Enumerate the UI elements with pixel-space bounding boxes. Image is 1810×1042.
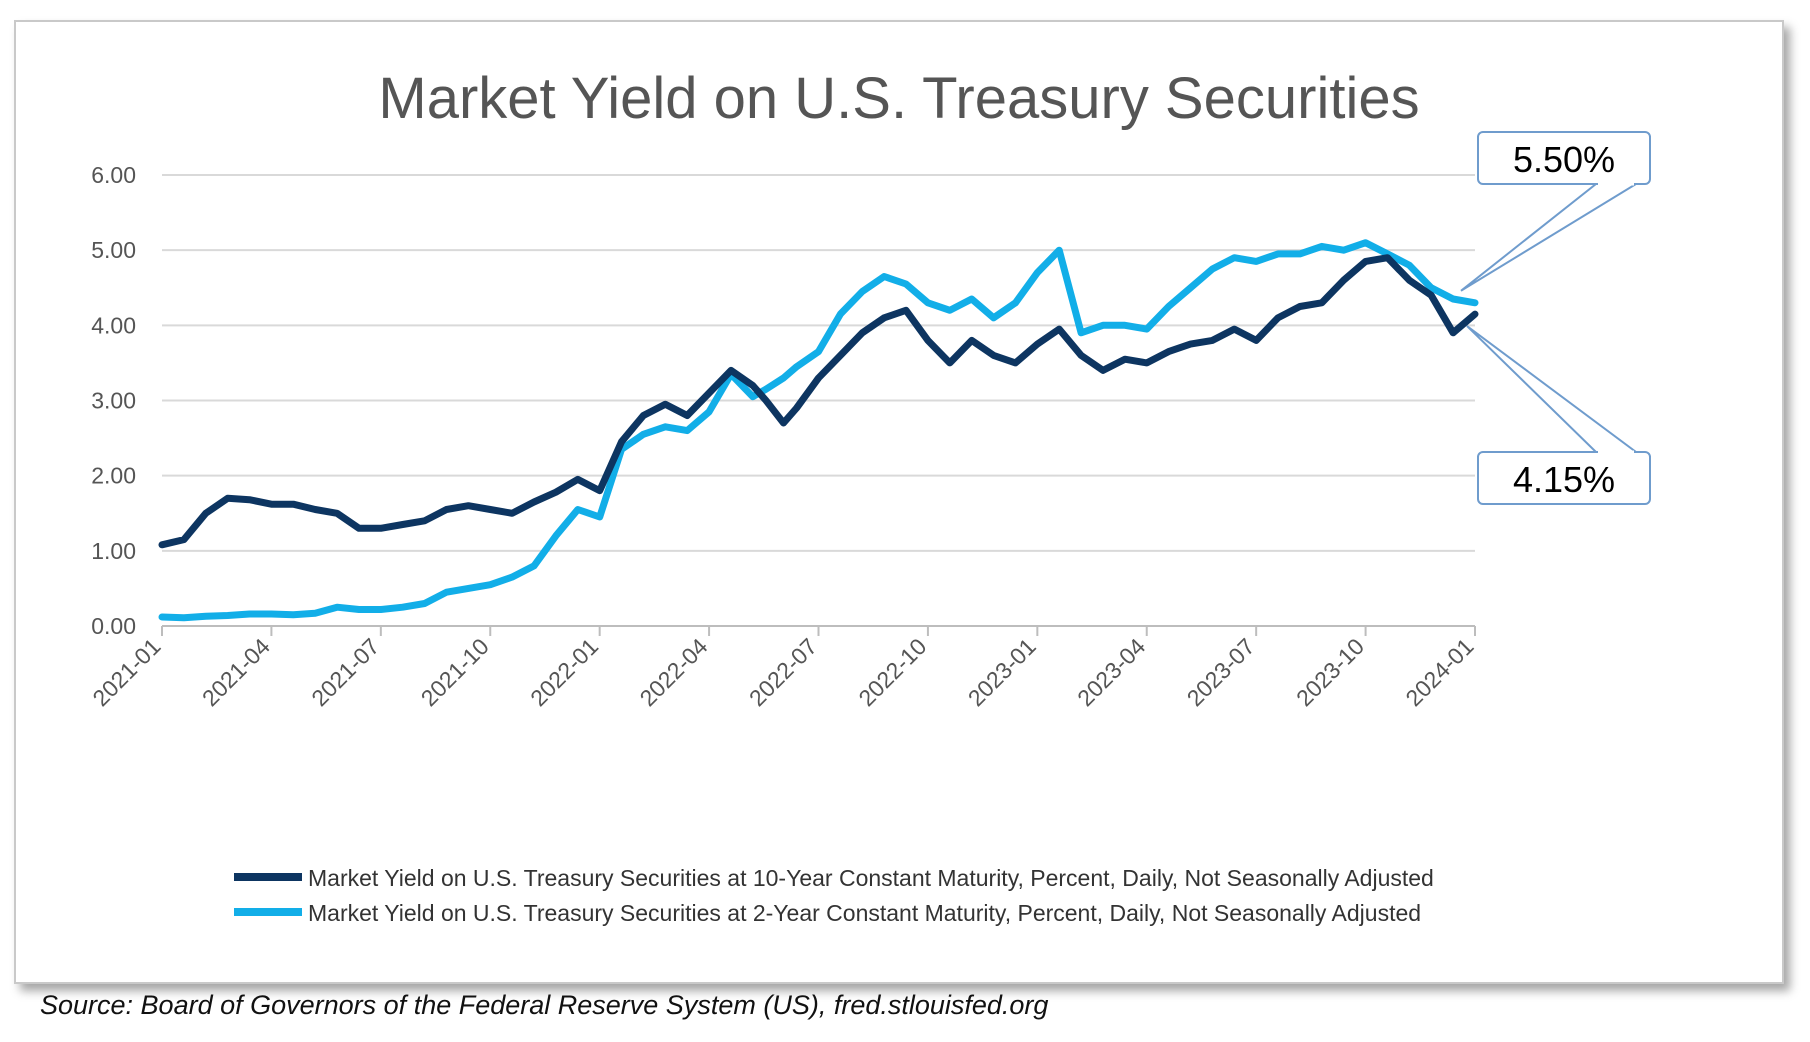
chart: Market Yield on U.S. Treasury Securities… (87, 66, 1651, 926)
y-tick-label: 2.00 (91, 463, 136, 489)
annotation-box-top (1477, 131, 1651, 185)
y-axis-ticks: 0.00 1.00 2.00 3.00 4.00 5.00 6.00 (91, 162, 136, 639)
y-tick-label: 1.00 (91, 538, 136, 564)
annotation-label-top: 5.50% (1513, 139, 1615, 180)
series-line-10yr (158, 254, 1479, 549)
x-tick-label: 2021-04 (197, 633, 275, 711)
x-tick-label: 2021-01 (87, 633, 165, 711)
y-tick-label: 3.00 (91, 388, 136, 414)
x-tick-label: 2022-01 (525, 633, 603, 711)
series-lines (158, 239, 1479, 622)
annotation-label-bottom: 4.15% (1513, 459, 1615, 500)
chart-title: Market Yield on U.S. Treasury Securities (378, 66, 1419, 131)
x-tick-label: 2022-07 (744, 633, 822, 711)
series-line-2yr (158, 239, 1479, 622)
x-tick-label: 2022-04 (635, 633, 713, 711)
y-tick-label: 0.00 (91, 613, 136, 639)
x-tick-label: 2021-07 (306, 633, 384, 711)
x-tick-label: 2023-07 (1182, 633, 1260, 711)
legend-label-2yr: Market Yield on U.S. Treasury Securities… (308, 900, 1421, 926)
annotation-pointer-bottom (1466, 325, 1640, 453)
annotations: 5.50% 4.15% (1460, 131, 1651, 505)
y-tick-label: 5.00 (91, 237, 136, 263)
x-tick-label: 2024-01 (1400, 633, 1478, 711)
legend: Market Yield on U.S. Treasury Securities… (234, 865, 1434, 926)
x-tick-label: 2023-10 (1291, 633, 1369, 711)
x-axis-ticks: 2021-01 2021-04 2021-07 2021-10 2022-01 2022-… (87, 626, 1479, 711)
x-tick-label: 2023-01 (963, 633, 1041, 711)
source-note: Source: Board of Governors of the Federa… (40, 990, 1049, 1020)
y-tick-label: 6.00 (91, 162, 136, 188)
x-tick-label: 2021-10 (416, 633, 494, 711)
annotation-box-bottom (1477, 451, 1651, 505)
legend-label-10yr: Market Yield on U.S. Treasury Securities… (308, 865, 1434, 891)
x-tick-label: 2022-10 (853, 633, 931, 711)
y-tick-label: 4.00 (91, 312, 136, 338)
grid-lines (162, 174, 1475, 627)
annotation-pointer-top (1460, 183, 1640, 292)
chart-frame: Market Yield on U.S. Treasury Securities… (14, 20, 1784, 984)
x-tick-label: 2023-04 (1072, 633, 1150, 711)
